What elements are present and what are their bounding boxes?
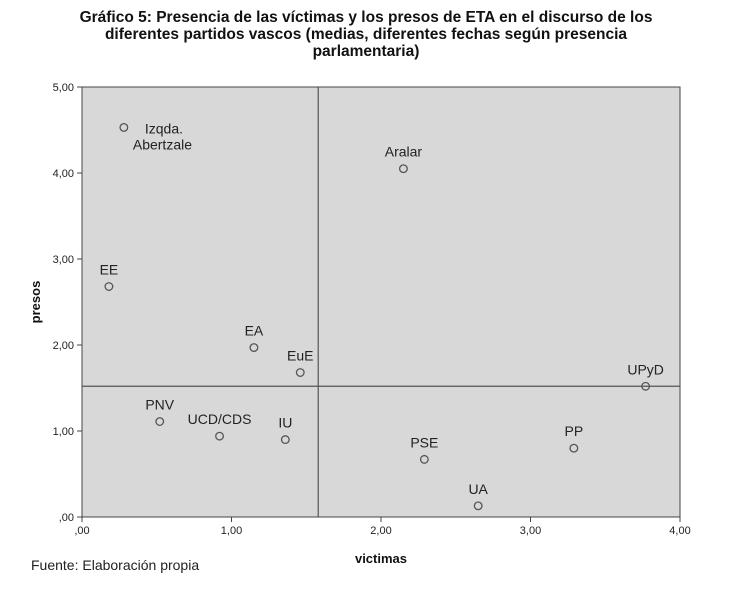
data-point xyxy=(119,122,129,132)
axes: ,00 1,00 2,00 3,00 4,00 ,00 1,00 2,00 3,00 4,00 5,… xyxy=(53,82,691,537)
data-point xyxy=(249,343,259,353)
plot-area xyxy=(81,86,681,518)
data-point xyxy=(641,381,651,391)
point-label: EA xyxy=(245,323,264,339)
reference-lines xyxy=(82,87,680,517)
y-tick-label: 4,00 xyxy=(53,168,74,180)
point-label: UCD/CDS xyxy=(188,411,252,427)
data-point xyxy=(215,431,224,441)
y-tick-label: 1,00 xyxy=(53,426,74,438)
point-label: EE xyxy=(100,262,119,278)
data-point xyxy=(155,417,165,426)
data-points: Izqda. Abertzale Aralar EE EA EuE UPyD PNV UCD/C… xyxy=(100,120,664,511)
point-label: IU xyxy=(278,415,292,431)
data-point xyxy=(104,282,114,291)
chart-title: Gráfico 5: Presencia de las víctimas y l… xyxy=(79,9,653,60)
data-point xyxy=(419,454,429,464)
source-note: Fuente: Elaboración propia xyxy=(31,557,200,573)
data-point xyxy=(280,435,290,445)
point-label: PNV xyxy=(145,397,174,413)
y-tick-label: ,00 xyxy=(59,512,74,524)
point-label: PSE xyxy=(410,434,438,450)
point-label: Izqda. Abertzale xyxy=(133,120,192,152)
x-tick-label: 4,00 xyxy=(669,525,690,537)
point-label: Aralar xyxy=(385,144,423,160)
point-label: PP xyxy=(565,423,584,439)
y-tick-label: 5,00 xyxy=(53,82,74,94)
data-point xyxy=(473,501,483,511)
x-axis-label: victimas xyxy=(355,551,407,566)
x-tick-label: 3,00 xyxy=(520,525,541,537)
y-tick-label: 3,00 xyxy=(53,254,74,266)
y-axis-label: presos xyxy=(28,281,43,324)
x-tick-label: 2,00 xyxy=(370,525,391,537)
point-label: EuE xyxy=(287,348,313,364)
y-tick-label: 2,00 xyxy=(53,340,74,352)
x-tick-label: 1,00 xyxy=(221,525,242,537)
point-label: UA xyxy=(468,481,488,497)
x-tick-label: ,00 xyxy=(74,525,89,537)
data-point xyxy=(398,164,408,174)
data-point xyxy=(295,368,305,377)
data-point xyxy=(569,443,579,453)
point-label: UPyD xyxy=(627,361,664,377)
